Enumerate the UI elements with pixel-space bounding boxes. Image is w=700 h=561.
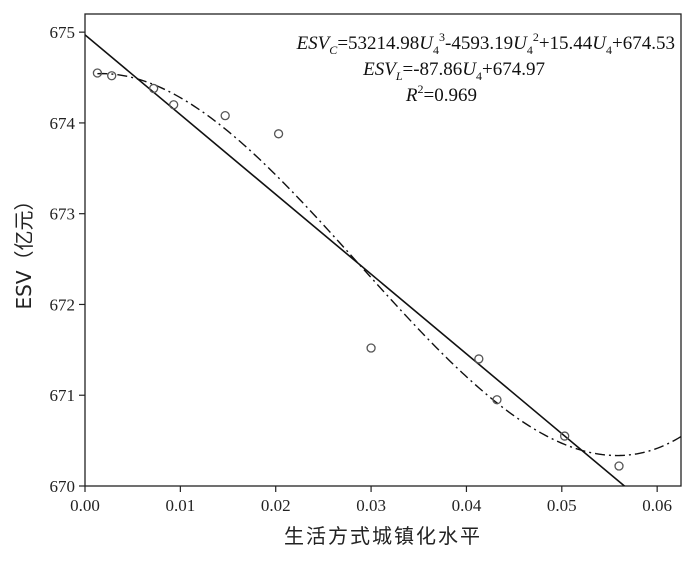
data-point [220,111,230,121]
y-tick-label: 673 [50,205,76,224]
data-point [366,343,376,353]
y-axis-ticks: 670 671 672 673 674 675 [50,23,85,496]
cubic-fit-curve [97,72,681,457]
r-squared-label: R2=0.969 [405,82,477,106]
data-point [92,68,103,78]
cubic-equation: ESVC=53214.98U43-4593.19U42+15.44U4+674.… [296,30,675,57]
data-point [492,395,502,405]
y-tick-label: 674 [50,114,76,133]
data-point [107,71,117,81]
x-tick-label: 0.06 [642,496,672,515]
x-axis-ticks: 0.00 0.01 0.02 0.03 0.04 0.05 0.06 [70,486,672,515]
data-points [92,68,624,471]
y-tick-label: 675 [50,23,76,42]
x-tick-label: 0.00 [70,496,100,515]
x-tick-label: 0.05 [547,496,577,515]
data-point [149,83,159,94]
data-point [614,461,624,471]
data-point [560,431,570,441]
linear-equation: ESVL=-87.86U4+674.97 [362,59,545,83]
plot-area-frame [84,13,682,487]
data-point [169,100,179,110]
x-tick-label: 0.02 [261,496,291,515]
x-tick-label: 0.04 [452,496,482,515]
x-tick-label: 0.01 [165,496,195,515]
x-axis-title: 生活方式城镇化水平 [284,524,482,548]
linear-fit-line [85,34,626,486]
y-tick-label: 671 [50,386,76,405]
data-point [474,354,484,364]
x-tick-label: 0.03 [356,496,386,515]
y-tick-label: 672 [50,295,76,314]
y-tick-label: 670 [50,477,76,496]
data-point [273,129,284,139]
y-axis-title: ESV（亿元） [12,190,36,309]
